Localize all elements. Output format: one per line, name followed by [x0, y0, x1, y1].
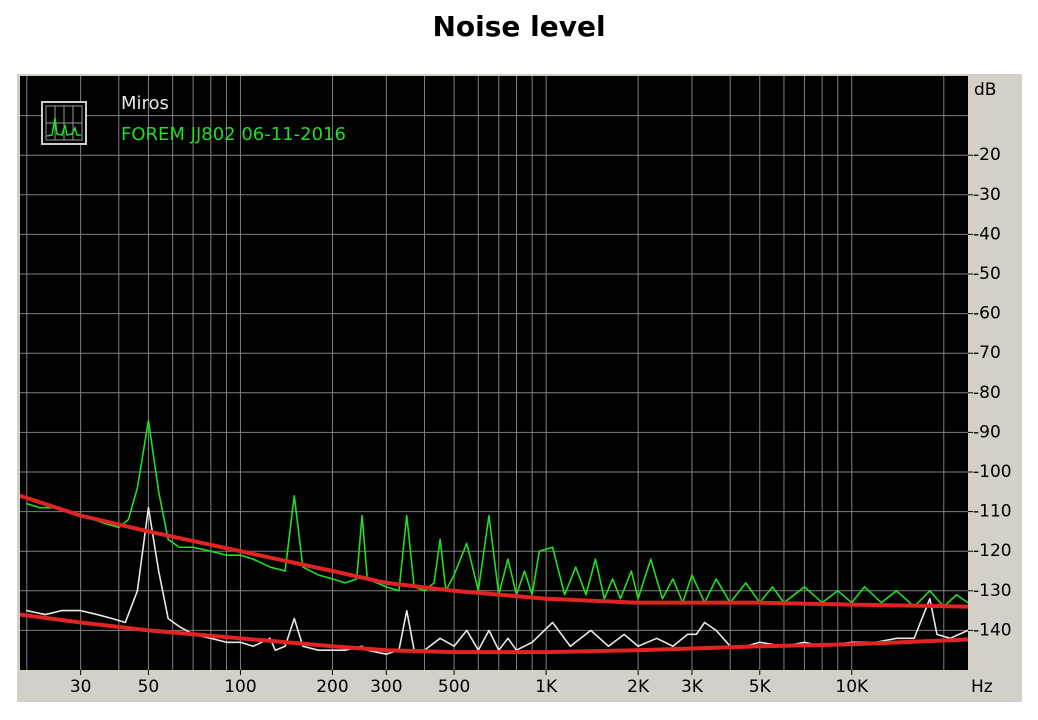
- x-tick-label: 3K: [681, 677, 704, 697]
- y-tick-label: -110: [973, 502, 1012, 522]
- trend-line: [20, 612, 968, 655]
- x-tick-label: 10K: [835, 677, 869, 697]
- y-tick-label: -90: [973, 422, 1001, 442]
- spectrum-line: [26, 419, 968, 608]
- y-tick-label: -70: [973, 343, 1001, 363]
- y-tick-label: -20: [973, 145, 1001, 165]
- x-axis-label: Hz: [971, 677, 993, 697]
- plot-area: [20, 76, 968, 670]
- y-axis-label: dB: [974, 80, 996, 100]
- x-tick-label: 2K: [627, 677, 650, 697]
- y-tick-label: -140: [973, 620, 1012, 640]
- chart-title: Noise level: [432, 10, 605, 43]
- trend-line: [20, 493, 968, 609]
- y-tick-label: -100: [973, 462, 1012, 482]
- x-tick-label: 50: [138, 677, 160, 697]
- x-tick-label: 500: [438, 677, 470, 697]
- y-tick-label: -40: [973, 224, 1001, 244]
- x-tick-label: 300: [370, 677, 402, 697]
- y-tick-label: -80: [973, 383, 1001, 403]
- x-tick-label: 200: [316, 677, 348, 697]
- legend-icon: [41, 101, 87, 145]
- spectrum-line: [26, 506, 968, 655]
- y-tick-label: -130: [973, 581, 1012, 601]
- x-tick-label: 100: [224, 677, 256, 697]
- y-tick-label: -50: [973, 264, 1001, 284]
- y-tick-label: -60: [973, 304, 1001, 324]
- x-tick-label: 30: [70, 677, 92, 697]
- y-tick-label: -30: [973, 185, 1001, 205]
- legend-entry: Miros: [121, 93, 169, 114]
- y-tick-label: -120: [973, 541, 1012, 561]
- legend-entry: FOREM JJ802 06-11-2016: [121, 124, 346, 145]
- x-tick-label: 1K: [535, 677, 558, 697]
- x-tick-label: 5K: [749, 677, 772, 697]
